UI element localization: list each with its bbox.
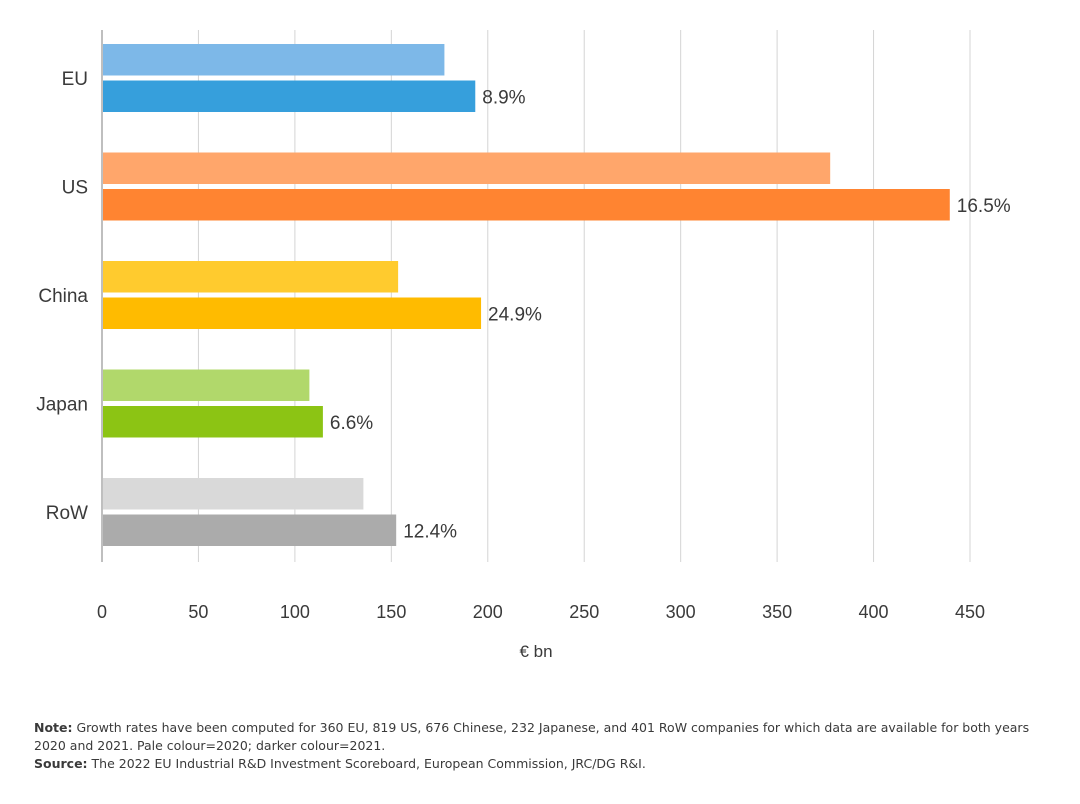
- note-text: Growth rates have been computed for 360 …: [34, 720, 1030, 753]
- bar-row-2020: [103, 478, 364, 510]
- x-tick-labels: 0 50 100 150 200 250 300 350 400 450: [97, 602, 985, 622]
- x-tick-50: 50: [188, 602, 208, 622]
- bar-us-2020: [103, 152, 831, 184]
- source-line: Source: The 2022 EU Industrial R&D Inves…: [34, 755, 1044, 773]
- category-label-eu: EU: [62, 69, 88, 90]
- bar-chart: EU US China Japan RoW 8.9% 16.5% 24.9% 6.6% 12.4…: [36, 30, 1011, 661]
- x-tick-400: 400: [859, 602, 889, 622]
- bar-china-2020: [103, 261, 399, 293]
- x-tick-350: 350: [762, 602, 792, 622]
- source-text: The 2022 EU Industrial R&D Investment Sc…: [87, 756, 646, 771]
- source-label: Source:: [34, 756, 88, 771]
- x-tick-100: 100: [280, 602, 310, 622]
- bar-japan-2020: [103, 369, 310, 401]
- x-tick-200: 200: [473, 602, 503, 622]
- x-tick-250: 250: [569, 602, 599, 622]
- category-label-china: China: [38, 286, 88, 307]
- growth-label-japan: 6.6%: [330, 413, 373, 434]
- bar-eu-2020: [103, 44, 445, 76]
- growth-label-eu: 8.9%: [482, 87, 525, 108]
- growth-label-china: 24.9%: [488, 304, 542, 325]
- category-labels: EU US China Japan RoW: [36, 69, 88, 524]
- growth-labels: 8.9% 16.5% 24.9% 6.6% 12.4%: [330, 87, 1011, 542]
- chart-notes: Note: Growth rates have been computed fo…: [34, 719, 1044, 773]
- note-line: Note: Growth rates have been computed fo…: [34, 719, 1044, 755]
- gridlines: [197, 30, 971, 562]
- category-label-japan: Japan: [36, 395, 88, 416]
- x-tick-300: 300: [666, 602, 696, 622]
- x-tick-0: 0: [97, 602, 107, 622]
- x-tick-450: 450: [955, 602, 985, 622]
- x-axis-title: € bn: [519, 642, 552, 661]
- category-label-us: US: [62, 178, 88, 199]
- bar-eu-2021: [103, 80, 476, 112]
- category-label-row: RoW: [46, 503, 88, 524]
- x-tick-150: 150: [376, 602, 406, 622]
- note-label: Note:: [34, 720, 73, 735]
- bar-japan-2021: [103, 406, 323, 438]
- bar-china-2021: [103, 297, 482, 329]
- bar-us-2021: [103, 189, 950, 221]
- growth-label-us: 16.5%: [957, 196, 1011, 217]
- bar-row-2021: [103, 514, 397, 546]
- growth-label-row: 12.4%: [403, 521, 457, 542]
- bars: [103, 44, 950, 546]
